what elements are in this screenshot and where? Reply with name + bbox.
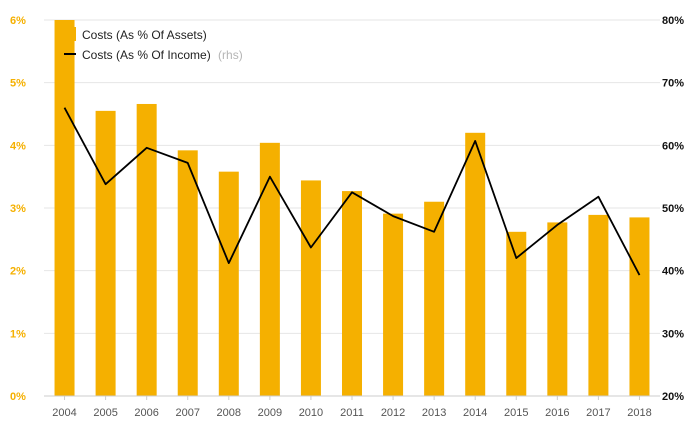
bar-series <box>54 20 650 397</box>
y-left-tick-label: 3% <box>10 203 26 215</box>
y-right-tick-label: 20% <box>662 391 684 403</box>
y-left-tick-label: 1% <box>10 328 26 340</box>
x-tick-label: 2016 <box>545 407 569 419</box>
y-right-tick-label: 60% <box>662 140 684 152</box>
x-tick-label: 2008 <box>217 407 241 419</box>
y-right-tick-label: 40% <box>662 266 684 278</box>
y-left-tick-label: 4% <box>10 140 26 152</box>
bar <box>547 222 568 396</box>
bar <box>300 180 321 396</box>
y-right-tick-label: 50% <box>662 203 684 215</box>
x-tick-label: 2009 <box>258 407 282 419</box>
line-series <box>63 107 641 276</box>
legend: Costs (As % Of Assets) Costs (As % Of In… <box>64 27 243 62</box>
legend-label-income-suffix: (rhs) <box>218 48 243 62</box>
bar <box>136 103 157 397</box>
y-left-tick-label: 5% <box>10 78 26 90</box>
x-tick-label: 2007 <box>175 407 199 419</box>
x-tick-label: 2013 <box>422 407 446 419</box>
x-tick-label: 2010 <box>299 407 323 419</box>
legend-swatch-assets <box>64 27 76 41</box>
x-tick-label: 2006 <box>134 407 158 419</box>
x-tick-label: 2017 <box>586 407 610 419</box>
legend-label-assets: Costs (As % Of Assets) <box>82 28 207 42</box>
legend-label-income: Costs (As % Of Income) <box>82 48 211 62</box>
x-tick-label: 2014 <box>463 407 487 419</box>
y-left-tick-label: 2% <box>10 266 26 278</box>
line-path <box>63 107 641 276</box>
x-tick-label: 2004 <box>52 407 76 419</box>
axes: 0% 20% 1% 30% 2% 40% 3% 50% 4% 60% 5% 70% 6% 80% 2004 2… <box>10 15 684 419</box>
bar <box>588 214 609 396</box>
y-right-tick-label: 80% <box>662 15 684 27</box>
x-tick-label: 2018 <box>627 407 651 419</box>
bar <box>424 201 445 396</box>
x-tick-label: 2005 <box>93 407 117 419</box>
bar <box>342 191 362 396</box>
svg-text:Costs (As % Of Income) (: Costs (As % Of Income) (rhs) <box>82 48 243 62</box>
bar <box>54 20 75 396</box>
bar <box>383 213 404 396</box>
x-tick-label: 2012 <box>381 407 405 419</box>
y-right-tick-label: 70% <box>662 78 684 90</box>
y-left-tick-label: 6% <box>10 15 26 27</box>
bar <box>259 142 280 396</box>
y-right-tick-label: 30% <box>662 328 684 340</box>
bar <box>465 132 486 397</box>
bar <box>177 150 198 396</box>
x-tick-label: 2015 <box>504 407 528 419</box>
bar <box>95 110 116 396</box>
bar <box>629 217 650 396</box>
x-tick-label: 2011 <box>340 407 364 419</box>
bar <box>218 171 239 396</box>
y-left-tick-label: 0% <box>10 391 26 403</box>
bar <box>506 231 527 396</box>
